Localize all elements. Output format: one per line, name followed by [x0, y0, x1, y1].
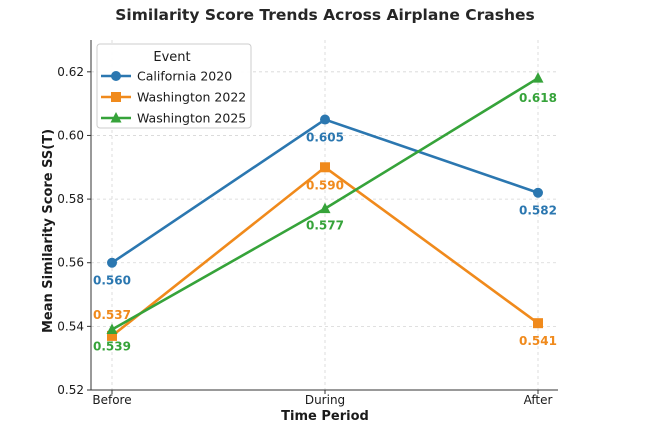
- data-labels: 0.560 0.605 0.582 0.537 0.590 0.541 0.539 0.577…: [93, 91, 557, 353]
- data-label: 0.618: [519, 91, 557, 105]
- legend-label: Washington 2025: [137, 111, 246, 126]
- data-label: 0.537: [93, 308, 131, 322]
- data-point: [320, 162, 330, 173]
- data-label: 0.605: [306, 131, 344, 145]
- y-tick-label: 0.62: [57, 65, 84, 79]
- data-label: 0.577: [306, 219, 344, 233]
- data-point: [107, 330, 117, 341]
- legend-swatch-marker: [110, 112, 122, 123]
- data-label: 0.541: [519, 334, 557, 348]
- chart-title: Similarity Score Trends Across Airplane …: [115, 6, 534, 24]
- legend-entry: California 2020: [101, 69, 232, 84]
- y-tick-label: 0.58: [57, 192, 84, 206]
- legend-entry: Washington 2022: [101, 90, 246, 105]
- data-point: [320, 114, 330, 125]
- legend-box: [96, 43, 252, 129]
- data-label: 0.560: [93, 274, 131, 288]
- data-label: 0.590: [306, 178, 344, 192]
- data-point: [533, 318, 543, 329]
- grid: [91, 40, 558, 391]
- x-axis-title: Time Period: [281, 409, 369, 424]
- series-group: [106, 72, 544, 341]
- series-california-2020: [107, 114, 543, 268]
- legend-label: Washington 2022: [137, 90, 246, 105]
- legend-swatch-marker: [111, 92, 121, 102]
- y-axis-title: Mean Similarity Score SS(T): [41, 129, 56, 333]
- data-point: [319, 202, 331, 214]
- data-point: [533, 187, 543, 198]
- x-tick-label: After: [524, 393, 553, 407]
- y-tick-label: 0.60: [57, 128, 84, 142]
- y-tick-label: 0.54: [57, 319, 84, 333]
- legend-label: California 2020: [137, 69, 232, 84]
- data-label: 0.582: [519, 204, 557, 218]
- axes: 0.52 0.54 0.56 0.58 0.60 0.62 Before During Afte…: [57, 40, 558, 407]
- series-washington-2022: [107, 162, 543, 341]
- y-tick-label: 0.52: [57, 383, 84, 397]
- x-tick-label: During: [305, 393, 345, 407]
- y-tick-label: 0.56: [57, 256, 84, 270]
- legend-title: Event: [153, 50, 190, 65]
- data-point: [106, 323, 118, 335]
- legend-swatch-marker: [111, 71, 121, 81]
- legend: Event California 2020 Washington 2022 Washi…: [96, 43, 252, 129]
- data-point: [532, 72, 544, 83]
- data-point: [107, 257, 117, 268]
- legend-entry: Washington 2025: [101, 111, 246, 126]
- x-tick-label: Before: [92, 393, 131, 407]
- series-washington-2025: [106, 72, 544, 335]
- data-label: 0.539: [93, 340, 131, 354]
